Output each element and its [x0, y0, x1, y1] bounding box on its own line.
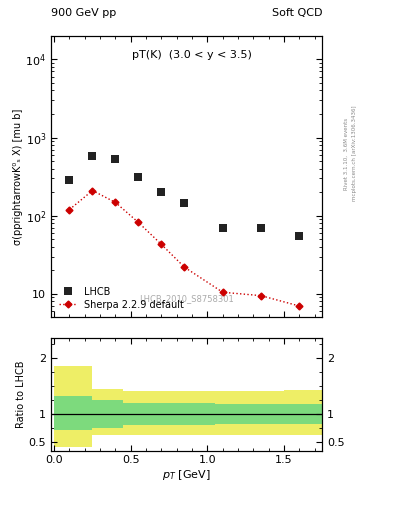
Bar [215, 404, 284, 424]
Sherpa 2.2.9 default [67, 206, 72, 212]
Bar [284, 404, 322, 424]
Sherpa 2.2.9 default [297, 303, 302, 309]
LHCB [113, 156, 118, 162]
Bar [92, 389, 123, 435]
LHCB [159, 189, 164, 195]
LHCB [182, 200, 187, 206]
LHCB [220, 225, 225, 231]
Bar [123, 402, 215, 425]
Text: 900 GeV pp: 900 GeV pp [51, 8, 116, 18]
Bar [215, 391, 284, 435]
Sherpa 2.2.9 default [259, 292, 263, 298]
Sherpa 2.2.9 default [136, 220, 141, 226]
Text: Soft QCD: Soft QCD [272, 8, 322, 18]
Bar [70, 396, 92, 430]
Line: Sherpa 2.2.9 default: Sherpa 2.2.9 default [67, 188, 302, 308]
LHCB [136, 174, 141, 180]
Bar [54, 396, 70, 430]
Bar [70, 366, 92, 446]
Bar [92, 400, 123, 428]
Line: LHCB: LHCB [66, 152, 303, 240]
Bar [284, 390, 322, 435]
Bar [123, 391, 215, 435]
X-axis label: $p_T$ [GeV]: $p_T$ [GeV] [162, 468, 211, 482]
Sherpa 2.2.9 default [182, 264, 187, 270]
Text: LHCB_2010_S8758301: LHCB_2010_S8758301 [139, 294, 234, 303]
LHCB [90, 153, 95, 159]
Legend: LHCB, Sherpa 2.2.9 default: LHCB, Sherpa 2.2.9 default [56, 284, 187, 313]
LHCB [259, 225, 263, 231]
Text: pT(K)  (3.0 < y < 3.5): pT(K) (3.0 < y < 3.5) [132, 50, 252, 60]
Y-axis label: Ratio to LHCB: Ratio to LHCB [16, 360, 26, 428]
Bar [54, 366, 70, 446]
Text: Rivet 3.1.10,  3.6M events: Rivet 3.1.10, 3.6M events [344, 118, 349, 189]
Sherpa 2.2.9 default [113, 199, 118, 205]
Sherpa 2.2.9 default [159, 241, 164, 247]
Sherpa 2.2.9 default [90, 187, 95, 194]
LHCB [297, 233, 302, 239]
Y-axis label: σ(pprightarrowK⁰ₛ X) [mu b]: σ(pprightarrowK⁰ₛ X) [mu b] [13, 109, 23, 245]
Sherpa 2.2.9 default [220, 289, 225, 295]
Text: mcplots.cern.ch [arXiv:1306.3436]: mcplots.cern.ch [arXiv:1306.3436] [352, 106, 357, 201]
LHCB [67, 177, 72, 183]
